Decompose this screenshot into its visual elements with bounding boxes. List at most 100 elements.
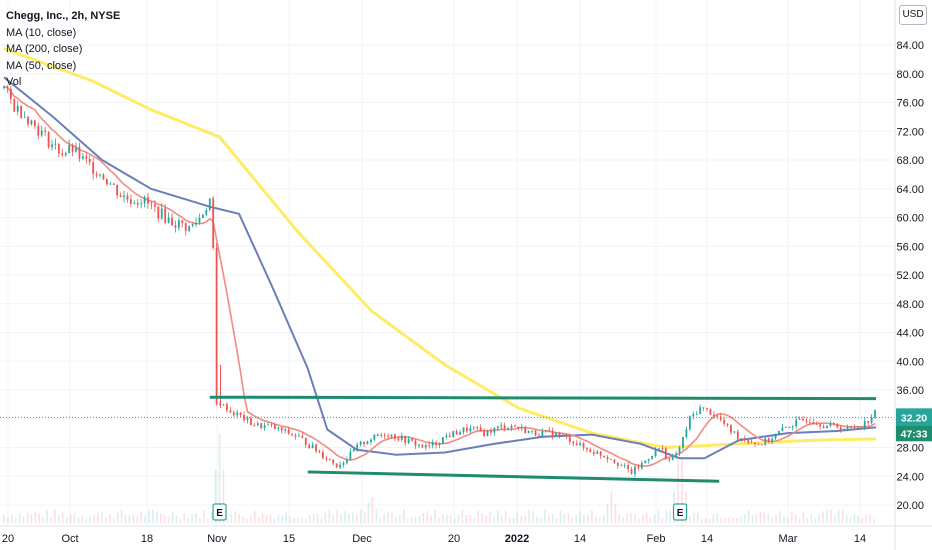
candle-body xyxy=(747,440,750,443)
volume-bar xyxy=(402,509,405,523)
volume-bar xyxy=(857,515,860,523)
volume-bar xyxy=(426,510,429,523)
volume-bar xyxy=(653,514,656,523)
candle-body xyxy=(109,183,112,185)
candle-body xyxy=(832,423,835,425)
volume-bar xyxy=(739,515,742,523)
volume-bar xyxy=(238,514,240,523)
candle-body xyxy=(81,156,84,159)
volume-bar xyxy=(540,517,542,523)
candle-body xyxy=(874,409,876,418)
candle-body xyxy=(363,441,365,444)
volume-bar xyxy=(297,518,299,523)
volume-bar xyxy=(406,518,409,523)
volume-bar xyxy=(763,512,766,523)
candle-body xyxy=(541,431,544,437)
volume-bar xyxy=(30,514,33,523)
candle-body xyxy=(229,410,232,413)
volume-bar xyxy=(156,511,158,523)
candle-body xyxy=(685,429,688,437)
candle-body xyxy=(346,459,348,463)
indicator-volume[interactable]: Vol xyxy=(6,76,22,88)
candle-body xyxy=(133,202,136,204)
candle-body xyxy=(23,117,26,118)
candle-body xyxy=(750,442,753,444)
volume-bar xyxy=(841,510,844,523)
volume-bar xyxy=(720,518,722,523)
volume-bar xyxy=(771,517,773,523)
candle-body xyxy=(692,414,695,417)
candle-body xyxy=(507,427,509,429)
volume-bar xyxy=(120,509,123,523)
volume-bar xyxy=(438,518,440,523)
candle-body xyxy=(298,435,300,437)
candle-body xyxy=(147,197,149,204)
volume-bar xyxy=(383,514,385,523)
symbol-title[interactable]: Chegg, Inc., 2h, NYSE xyxy=(6,10,121,22)
earnings-marker xyxy=(212,503,227,521)
volume-bar xyxy=(814,518,817,523)
currency-button[interactable]: USD xyxy=(899,5,927,25)
candle-body xyxy=(387,435,389,437)
candle-body xyxy=(256,423,259,426)
candle-body xyxy=(723,419,726,424)
candle-body xyxy=(236,412,239,416)
earnings-marker xyxy=(672,503,688,521)
volume-bar xyxy=(210,511,213,523)
candle-body xyxy=(850,426,852,428)
volume-bar xyxy=(226,518,229,523)
volume-bar xyxy=(806,518,809,523)
indicator-ma10[interactable]: MA (10, close) xyxy=(6,26,77,39)
volume-bar xyxy=(105,517,107,523)
candle-body xyxy=(754,442,756,445)
indicator-ma200[interactable]: MA (200, close) xyxy=(6,43,83,55)
candle-body xyxy=(562,435,564,437)
volume-bar xyxy=(375,508,378,523)
candle-body xyxy=(160,208,163,219)
volume-bar xyxy=(638,518,640,523)
time-tick-label: 14 xyxy=(854,533,866,545)
candle-body xyxy=(726,423,729,425)
volume-bar xyxy=(159,513,162,523)
candle-body xyxy=(867,421,870,423)
candle-body xyxy=(740,438,743,439)
candle-body xyxy=(709,409,712,415)
candle-body xyxy=(325,457,328,460)
volume-bar xyxy=(340,514,342,523)
candle-body xyxy=(603,455,606,458)
candle-body xyxy=(702,407,705,409)
candle-body xyxy=(397,438,400,441)
last-price-badge xyxy=(896,408,932,426)
candle-body xyxy=(164,208,167,223)
candle-body xyxy=(534,430,537,436)
volume-bar xyxy=(324,512,327,523)
candle-body xyxy=(730,424,732,433)
volume-bar xyxy=(195,513,197,523)
volume-bar xyxy=(187,518,189,523)
candle-body xyxy=(157,206,160,219)
volume-bar xyxy=(626,513,628,523)
candle-body xyxy=(342,462,345,465)
chart-grid xyxy=(0,0,895,526)
candle-body xyxy=(808,421,811,423)
volume-bar xyxy=(834,515,836,523)
volume-bar xyxy=(46,509,48,523)
candle-body xyxy=(246,418,249,421)
price-tick-label: 84.00 xyxy=(896,40,924,52)
candle-body xyxy=(520,426,523,429)
candle-body xyxy=(112,183,115,185)
candle-body xyxy=(373,434,376,440)
volume-bar xyxy=(116,512,119,523)
candle-body xyxy=(119,195,122,198)
candle-body xyxy=(78,146,81,159)
candle-body xyxy=(661,448,664,450)
volume-bar xyxy=(320,517,323,523)
indicator-ma50[interactable]: MA (50, close) xyxy=(6,59,77,72)
volume-bar xyxy=(747,510,750,523)
candle-body xyxy=(126,195,129,200)
candle-body xyxy=(791,426,794,428)
volume-bar xyxy=(512,517,515,523)
volume-bar xyxy=(555,517,558,523)
candle-body xyxy=(47,132,50,148)
